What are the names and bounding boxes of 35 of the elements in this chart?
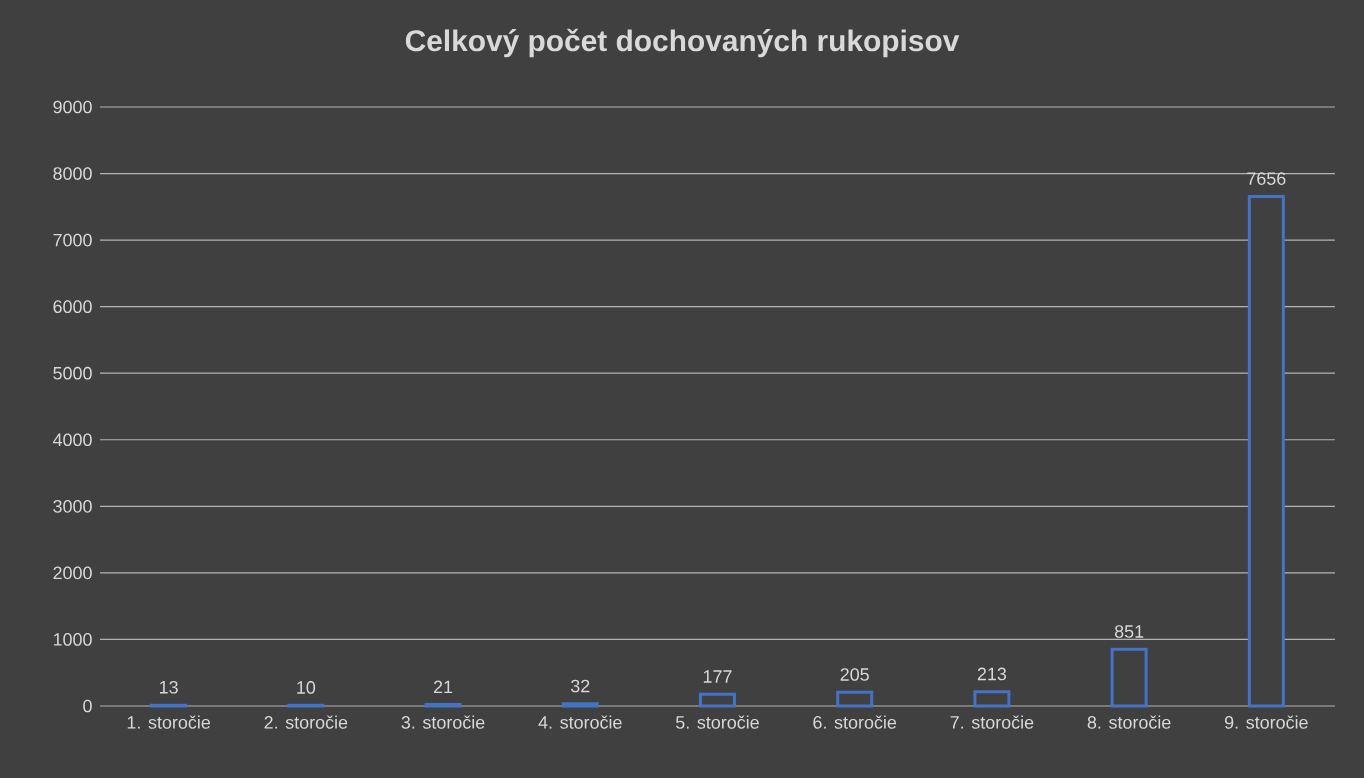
bar — [698, 692, 736, 708]
y-tick-label: 4000 — [53, 433, 92, 447]
data-label: 213 — [977, 667, 1007, 681]
x-tick-label: 7. storočie — [950, 715, 1034, 729]
data-label: 851 — [1114, 625, 1144, 638]
x-tick-label: 8. storočie — [1087, 715, 1171, 729]
y-tick-label: 2000 — [53, 566, 92, 580]
bar — [836, 690, 874, 708]
data-label: 10 — [297, 681, 316, 694]
x-tick-label: 4. storočie — [538, 715, 622, 729]
y-tick-label: 8000 — [53, 167, 92, 180]
y-tick-label: 9000 — [53, 100, 92, 114]
data-label: 177 — [703, 670, 732, 683]
data-label: 7656 — [1247, 172, 1286, 185]
y-tick-label: 5000 — [53, 366, 92, 380]
data-label: 13 — [160, 680, 178, 694]
x-tick-label: 9. storočie — [1224, 715, 1308, 729]
x-tick-label: 3. storočie — [401, 715, 485, 729]
y-tick-label: 3000 — [53, 499, 92, 513]
data-label: 32 — [570, 679, 590, 693]
bar — [561, 702, 599, 708]
bar — [973, 690, 1011, 708]
x-tick-label: 6. storočie — [813, 715, 897, 729]
y-tick-label: 6000 — [53, 300, 92, 313]
bar — [1247, 194, 1285, 708]
bar — [1110, 647, 1148, 708]
y-tick-label: 1000 — [53, 633, 92, 646]
x-tick-label: 5. storočie — [675, 715, 759, 729]
chart-title: Celkový počet dochovaných rukopisov — [405, 28, 960, 58]
y-tick-label: 7000 — [53, 233, 92, 247]
data-label: 21 — [433, 680, 453, 694]
data-label: 205 — [840, 668, 869, 681]
x-tick-label: 2. storočie — [264, 715, 348, 729]
x-tick-label: 1. storočie — [127, 715, 210, 729]
y-tick-label: 0 — [83, 699, 92, 713]
